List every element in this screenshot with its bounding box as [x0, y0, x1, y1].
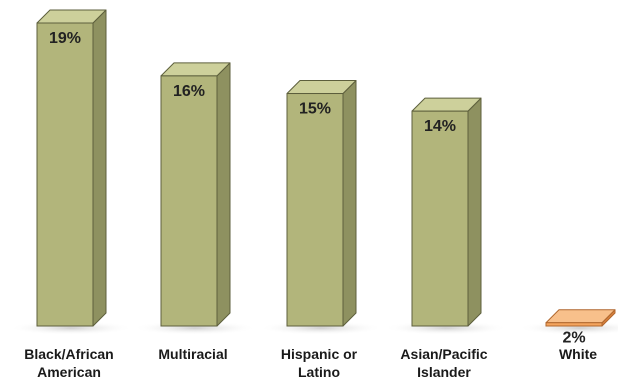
bar-side	[216, 62, 231, 327]
bar: 2%	[545, 309, 616, 347]
data-label: 16%	[173, 83, 205, 100]
bar: 16%	[160, 62, 231, 327]
category-label: White	[558, 346, 598, 362]
category-label: Asian/Pacific Islander	[400, 346, 488, 380]
bar-side	[467, 97, 482, 327]
data-label: 2%	[562, 330, 585, 347]
bar-side	[92, 9, 107, 327]
bar-top	[286, 80, 357, 95]
data-label: 19%	[49, 30, 81, 47]
data-label: 15%	[299, 101, 331, 118]
data-label: 14%	[424, 118, 456, 135]
bar-top	[36, 9, 107, 24]
bar-side	[342, 80, 357, 327]
bar: 15%	[286, 80, 357, 327]
bar-top	[160, 62, 231, 77]
category-label: Hispanic or Latino	[280, 346, 358, 380]
bar-top	[545, 309, 616, 324]
bar-front	[36, 22, 94, 327]
bar-front	[411, 110, 469, 327]
bar-front	[545, 322, 603, 327]
bar: 19%	[36, 9, 107, 327]
category-label: Black/African American	[24, 346, 114, 380]
category-label: Multiracial	[158, 346, 228, 362]
bar-front	[160, 75, 218, 327]
bar-top	[411, 97, 482, 112]
bar-front	[286, 93, 344, 327]
bar: 14%	[411, 97, 482, 327]
